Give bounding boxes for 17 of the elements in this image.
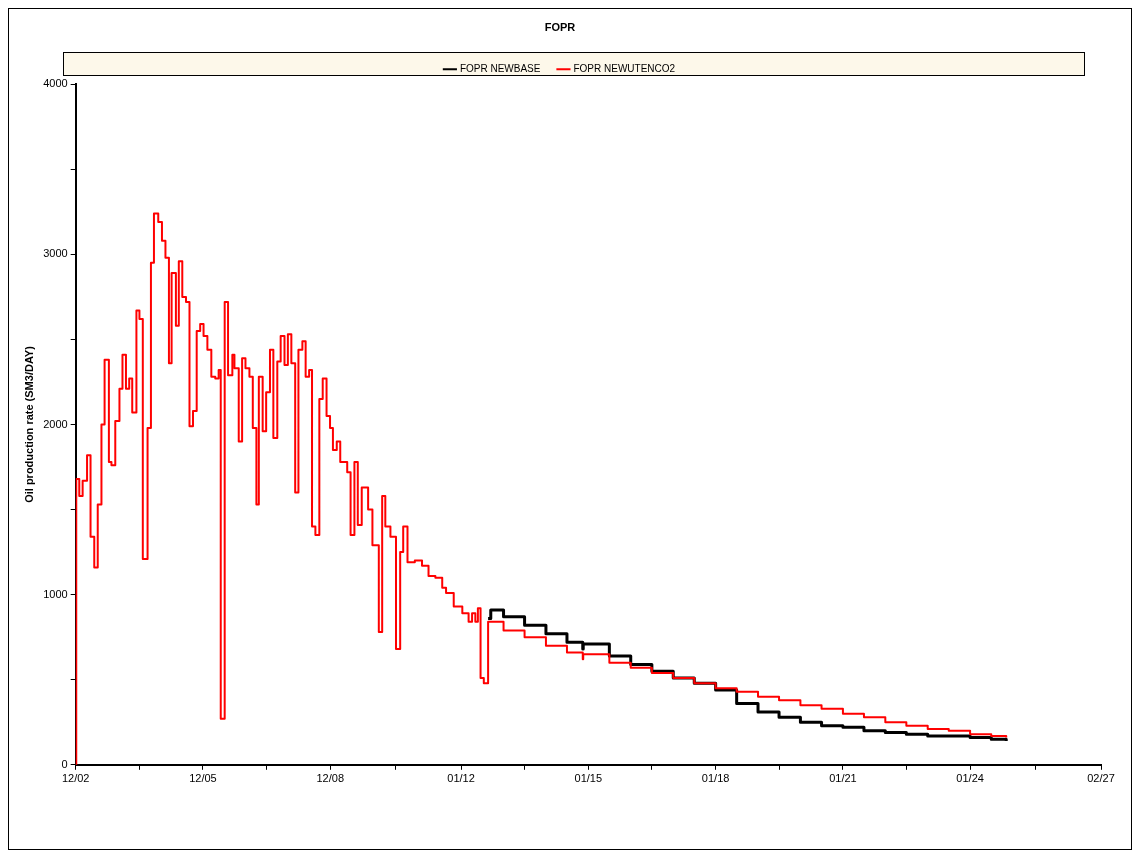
x-tick-label: 01/15 <box>574 772 603 785</box>
y-tick-label: 1000 <box>43 587 68 600</box>
x-tick-label: 12/05 <box>189 772 217 785</box>
x-tick-label: 12/08 <box>316 772 345 785</box>
y-axis-title: Oil production rate (SM3/DAY) <box>22 345 35 503</box>
x-tick-label: 01/12 <box>447 772 475 785</box>
y-tick-label: 2000 <box>43 417 68 430</box>
y-tick-label: 4000 <box>43 77 68 90</box>
x-tick-label: 01/18 <box>701 772 730 785</box>
x-tick-label: 12/02 <box>61 772 90 785</box>
y-tick-label: 3000 <box>43 247 68 260</box>
x-tick-label: 01/21 <box>829 772 857 785</box>
x-tick-label: 01/24 <box>956 772 984 785</box>
y-tick-label: 0 <box>61 757 68 770</box>
chart-title: FOPR <box>544 20 576 33</box>
legend-label: FOPR NEWBASE <box>459 62 541 74</box>
x-tick-label: 02/27 <box>1087 772 1115 785</box>
